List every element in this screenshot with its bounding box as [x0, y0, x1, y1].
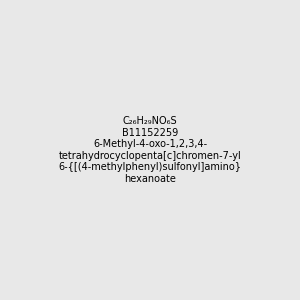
Text: C₂₆H₂₉NO₆S
B11152259
6-Methyl-4-oxo-1,2,3,4-
tetrahydrocyclopenta[c]chromen-7-yl: C₂₆H₂₉NO₆S B11152259 6-Methyl-4-oxo-1,2,… — [58, 116, 242, 184]
